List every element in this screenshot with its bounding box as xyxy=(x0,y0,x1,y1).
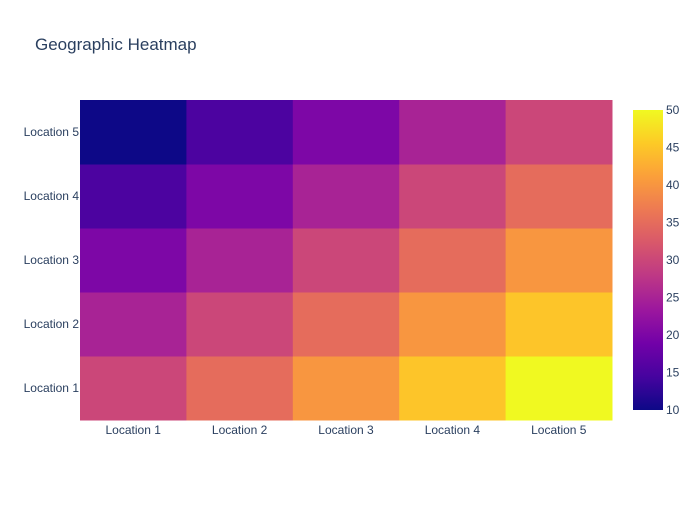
heatmap-cell xyxy=(399,356,507,421)
heatmap-cell xyxy=(186,164,294,229)
heatmap-cell xyxy=(399,164,507,229)
heatmap-cell xyxy=(399,100,507,165)
heatmap-cell xyxy=(186,100,294,165)
heatmap-cell xyxy=(186,356,294,421)
heatmap-cell xyxy=(292,292,400,357)
x-tick-label: Location 1 xyxy=(106,423,162,437)
heatmap-cell xyxy=(80,356,187,421)
heatmap-cell xyxy=(186,228,294,293)
x-tick-label: Location 5 xyxy=(531,423,587,437)
heatmap-cell xyxy=(505,292,613,357)
y-tick-label: Location 3 xyxy=(24,253,80,267)
y-axis-ticks: Location 1 Location 2 Location 3 Location 4… xyxy=(24,125,80,395)
y-tick-label: Location 5 xyxy=(24,125,80,139)
heatmap-cell xyxy=(292,356,400,421)
y-tick-label: Location 4 xyxy=(24,189,80,203)
y-tick-label: Location 1 xyxy=(24,381,80,395)
x-tick-label: Location 4 xyxy=(425,423,481,437)
heatmap-cell xyxy=(292,228,400,293)
colorbar-tick-label: 20 xyxy=(666,328,680,342)
heatmap-cell xyxy=(399,292,507,357)
colorbar: 10 15 20 25 30 35 40 45 50 xyxy=(633,103,680,417)
colorbar-ticks: 10 15 20 25 30 35 40 45 50 xyxy=(666,103,680,417)
heatmap-cell xyxy=(505,228,613,293)
colorbar-tick-label: 10 xyxy=(666,403,680,417)
heatmap-cell xyxy=(505,356,613,421)
colorbar-tick-label: 40 xyxy=(666,178,680,192)
heatmap-cell xyxy=(80,164,187,229)
heatmap-cell xyxy=(80,228,187,293)
x-tick-label: Location 2 xyxy=(212,423,268,437)
y-tick-label: Location 2 xyxy=(24,317,80,331)
x-axis-ticks: Location 1 Location 2 Location 3 Location 4… xyxy=(106,423,587,437)
colorbar-tick-label: 25 xyxy=(666,291,680,305)
heatmap-cell xyxy=(505,164,613,229)
heatmap-cell xyxy=(292,100,400,165)
heatmap-cell xyxy=(80,292,187,357)
heatmap-cell xyxy=(292,164,400,229)
x-tick-label: Location 3 xyxy=(318,423,374,437)
heatmap-cell xyxy=(399,228,507,293)
heatmap-cell xyxy=(186,292,294,357)
heatmap-cells xyxy=(80,100,613,421)
colorbar-tick-label: 35 xyxy=(666,216,680,230)
colorbar-tick-label: 15 xyxy=(666,366,680,380)
colorbar-gradient xyxy=(633,110,663,410)
colorbar-tick-label: 50 xyxy=(666,103,680,117)
chart-title: Geographic Heatmap xyxy=(35,35,197,54)
colorbar-tick-label: 30 xyxy=(666,253,680,267)
colorbar-tick-label: 45 xyxy=(666,141,680,155)
heatmap-cell xyxy=(505,100,613,165)
heatmap-cell xyxy=(80,100,187,165)
